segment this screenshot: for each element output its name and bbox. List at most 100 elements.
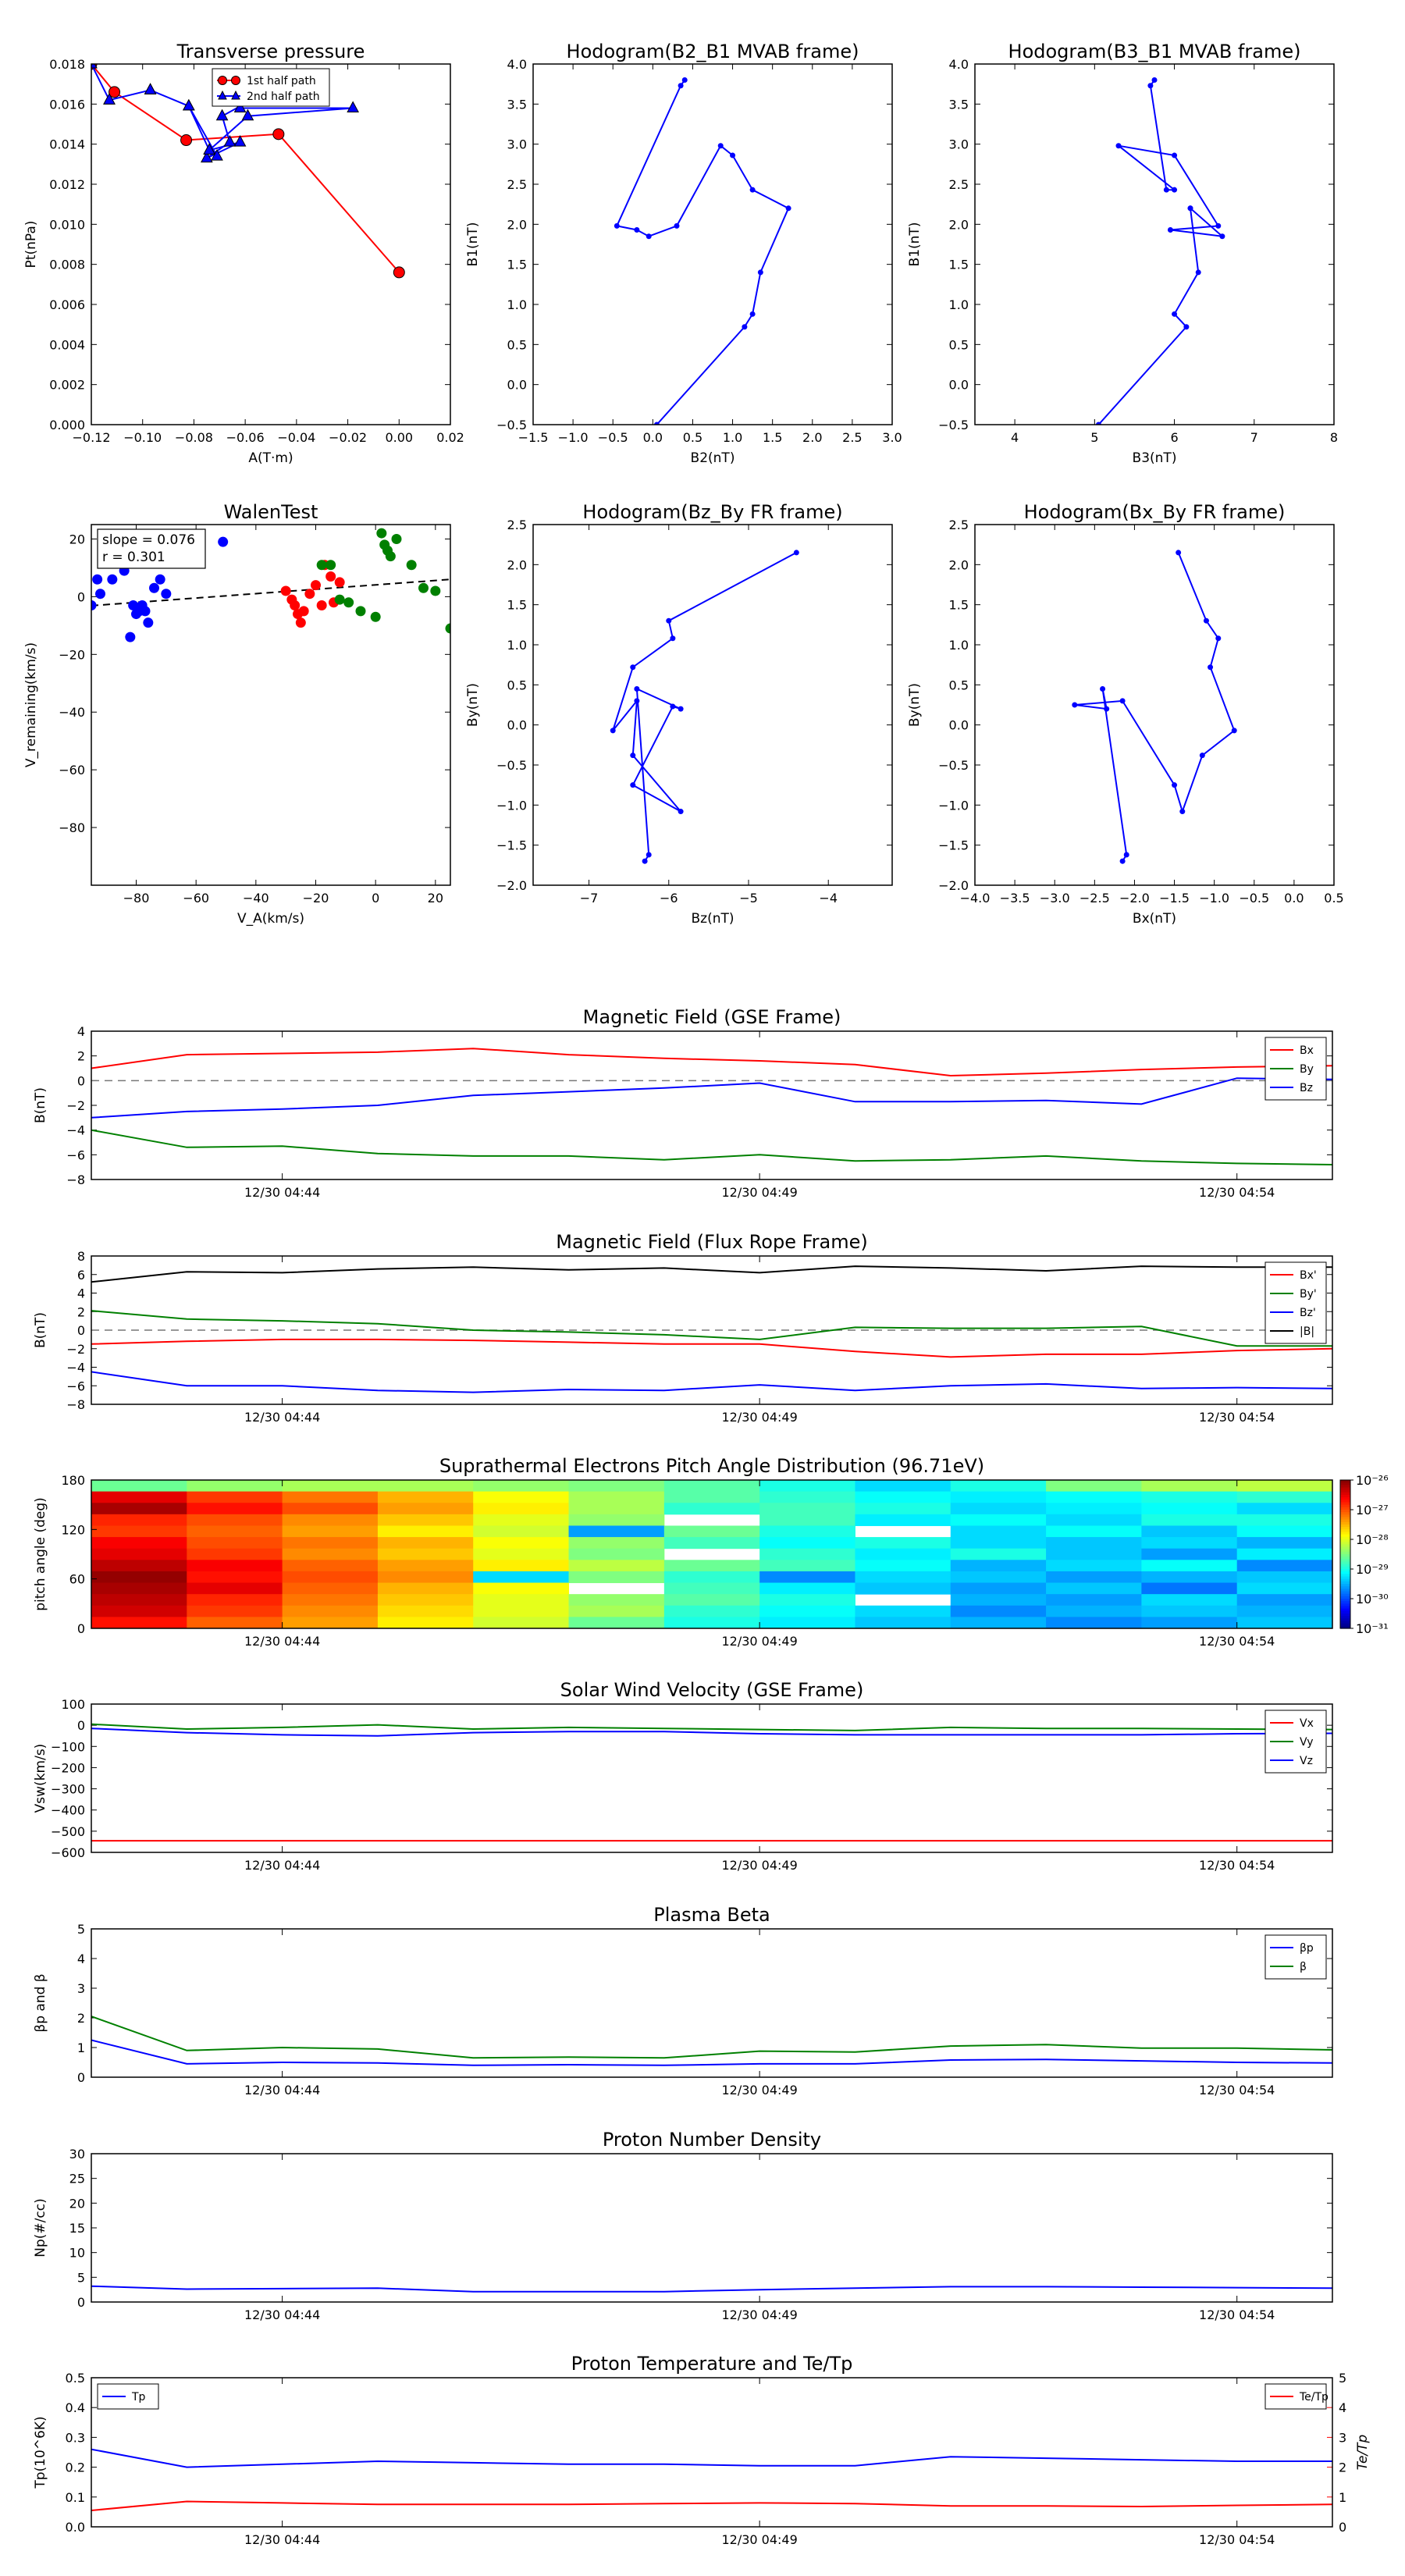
heatmap-cell: [1046, 1605, 1142, 1617]
y-tick-label: 0.018: [49, 57, 85, 72]
data-point: [757, 269, 763, 276]
heatmap-cell: [1141, 1582, 1238, 1595]
data-point: [785, 205, 791, 212]
panel-title: Proton Temperature and Te/Tp: [571, 2353, 853, 2375]
axes-frame: [91, 2153, 1333, 2303]
colorbar-cell: [1340, 1584, 1350, 1587]
x-tick-label: −0.10: [123, 430, 162, 445]
heatmap-cell: [377, 1617, 474, 1629]
panel-walen: −80 −60 −40 −20 0 20 −80 −60 −40 −20 0 20 WalenTest V…: [23, 501, 451, 927]
data-point: [634, 685, 640, 692]
y-tick-label: 0.5: [66, 2371, 85, 2386]
heatmap-cell: [759, 1617, 855, 1629]
y-tick-label: 0.0: [66, 2520, 85, 2535]
heatmap-cell: [759, 1548, 855, 1560]
x-tick-label: 6: [1170, 430, 1178, 445]
x-tick-label: −80: [123, 891, 150, 906]
x-tick-label: −6: [660, 891, 678, 906]
heatmap-cell: [377, 1525, 474, 1538]
heatmap-cell: [759, 1571, 855, 1584]
colorbar-cell: [1340, 1527, 1350, 1530]
data-point: [1203, 617, 1209, 624]
heatmap-cell: [187, 1617, 283, 1629]
legend-label: Te/Tp: [1299, 2391, 1329, 2403]
data-point: [1199, 753, 1205, 759]
y-tick-label: 8: [77, 1249, 85, 1264]
data-point: [730, 152, 736, 158]
data-point: [91, 64, 98, 69]
heatmap-cell: [759, 1525, 855, 1538]
panel-vsw: 100 0 −100 −200 −300 −400 −500 −600 12/30 04:44 1…: [33, 1679, 1333, 1873]
data-point: [1115, 143, 1122, 149]
data-point: [614, 222, 620, 229]
colorbar-cell: [1340, 1514, 1350, 1518]
legend-label: β: [1300, 1961, 1307, 1973]
data-point: [316, 560, 327, 571]
heatmap-cell: [1141, 1560, 1238, 1572]
heatmap-cell: [282, 1571, 379, 1584]
colorbar-cell: [1340, 1497, 1350, 1500]
series-line: [91, 2285, 1332, 2293]
y-tick-label: −1.0: [496, 798, 527, 813]
x-tick-label: 5: [1090, 430, 1098, 445]
y-tick-label: 0: [77, 1323, 85, 1338]
series-line: [615, 79, 790, 425]
y-tick-label: −2.0: [938, 878, 969, 893]
y-tick-label-right: 3: [1339, 2430, 1346, 2445]
y-tick-label-right: 5: [1339, 2371, 1346, 2386]
y-tick-label: 0.008: [49, 258, 85, 272]
y-tick-label: 4: [77, 1286, 85, 1301]
colorbar-cell: [1340, 1576, 1350, 1580]
colorbar-cell: [1340, 1557, 1350, 1560]
heatmap-cell: [282, 1594, 379, 1606]
data-point: [1195, 269, 1201, 276]
colorbar-cell: [1340, 1546, 1350, 1550]
heatmap-cell: [473, 1582, 570, 1595]
y-tick-label: −1.0: [938, 798, 969, 813]
y-tick-label: 6: [77, 1268, 85, 1283]
colorbar-cell: [1340, 1536, 1350, 1540]
data-point: [1172, 187, 1178, 193]
heatmap-cell: [568, 1537, 665, 1550]
data-point: [630, 664, 636, 671]
y-tick-label: 0.012: [49, 177, 85, 192]
legend: Bx' By' Bz' |B|: [1264, 1261, 1327, 1344]
heatmap-cell: [377, 1571, 474, 1584]
axes-frame: [532, 524, 893, 886]
data-point: [742, 324, 748, 330]
data-point: [666, 617, 672, 624]
heatmap-cell: [1141, 1514, 1238, 1526]
data-point: [1095, 422, 1101, 425]
colorbar-cell: [1340, 1599, 1350, 1602]
x-tick-label: 1.5: [763, 430, 782, 445]
colorbar-cell: [1340, 1591, 1350, 1595]
heatmap-cell: [568, 1594, 665, 1606]
data-point: [717, 143, 724, 149]
data-point: [376, 528, 387, 539]
x-tick-label: 2.0: [802, 430, 822, 445]
y-tick-label-right: 1: [1339, 2490, 1346, 2505]
x-tick-label: −0.06: [226, 430, 265, 445]
heatmap-cell: [568, 1560, 665, 1572]
heatmap-cell: [1236, 1525, 1333, 1538]
data-point: [290, 600, 301, 610]
data-point: [1172, 782, 1178, 788]
series-line: [612, 552, 797, 862]
heatmap-cell: [377, 1594, 474, 1606]
x-tick-label: 12/30 04:54: [1199, 2307, 1275, 2322]
colorbar-cell: [1340, 1616, 1350, 1619]
heatmap-cell: [1141, 1503, 1238, 1515]
heatmap-cell: [1046, 1582, 1142, 1595]
colorbar-cell: [1340, 1544, 1350, 1548]
legend-box: [212, 68, 330, 107]
panel-title: Suprathermal Electrons Pitch Angle Distr…: [439, 1455, 984, 1477]
colorbar-cell: [1340, 1564, 1350, 1567]
x-tick-label: −0.08: [175, 430, 213, 445]
x-tick-label: 12/30 04:54: [1199, 1634, 1275, 1649]
heatmap-cell: [855, 1491, 951, 1503]
heatmap-cell: [1141, 1548, 1238, 1560]
data-point: [630, 753, 636, 759]
colorbar-cell: [1340, 1534, 1350, 1538]
panel-title: Plasma Beta: [653, 1904, 770, 1926]
y-axis-label: pitch angle (deg): [33, 1497, 48, 1611]
